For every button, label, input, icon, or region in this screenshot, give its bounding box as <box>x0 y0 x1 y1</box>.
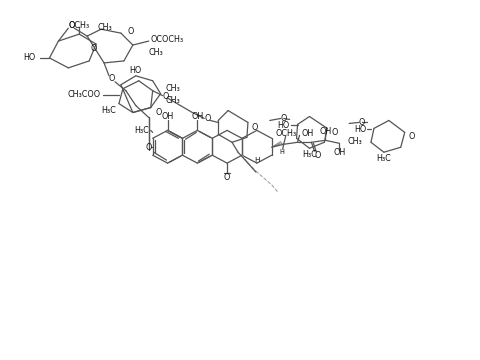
Text: H: H <box>279 149 284 155</box>
Text: O: O <box>224 172 230 181</box>
Text: O: O <box>408 132 415 141</box>
Text: HO: HO <box>130 66 142 75</box>
Text: CH₃: CH₃ <box>166 84 180 93</box>
Text: CH₃COO: CH₃COO <box>68 90 101 99</box>
Text: CH₃: CH₃ <box>149 49 164 58</box>
Text: HO: HO <box>277 121 289 130</box>
Text: CH₃: CH₃ <box>347 137 362 146</box>
Text: O: O <box>359 118 365 127</box>
Text: O: O <box>109 74 115 83</box>
Text: H: H <box>254 157 260 163</box>
Text: O: O <box>68 21 74 30</box>
Text: HO: HO <box>24 53 36 62</box>
Text: O: O <box>204 114 210 123</box>
Text: OH: OH <box>301 129 314 138</box>
Text: O: O <box>331 128 337 137</box>
Text: O: O <box>314 151 321 160</box>
Text: OCOCH₃: OCOCH₃ <box>151 35 184 44</box>
Text: O: O <box>280 114 287 123</box>
Text: H₃C: H₃C <box>302 150 317 159</box>
Text: OCH₃: OCH₃ <box>69 21 90 30</box>
Text: H₃C: H₃C <box>101 106 116 115</box>
Text: O: O <box>252 123 258 132</box>
Text: H₃C: H₃C <box>134 126 149 135</box>
Text: OH: OH <box>191 112 204 121</box>
Text: O: O <box>156 108 162 117</box>
Text: O: O <box>145 143 152 152</box>
Text: O: O <box>162 92 169 101</box>
Text: H₃C: H₃C <box>376 154 391 163</box>
Text: O: O <box>91 44 97 53</box>
Text: OCH₃: OCH₃ <box>275 129 296 138</box>
Text: OH: OH <box>333 148 345 157</box>
Text: O: O <box>128 27 134 36</box>
Text: OH: OH <box>161 112 174 121</box>
Text: CH₃: CH₃ <box>166 96 180 105</box>
Text: CH₃: CH₃ <box>97 23 112 32</box>
Text: OH: OH <box>319 127 332 136</box>
Text: HO: HO <box>354 125 366 134</box>
